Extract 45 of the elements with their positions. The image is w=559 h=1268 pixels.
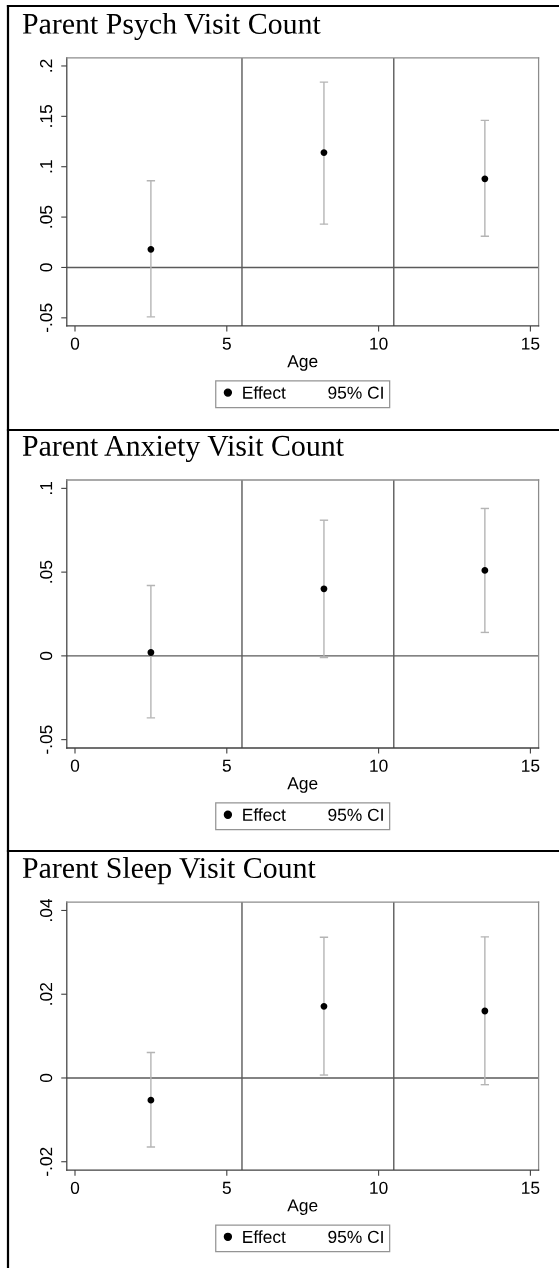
x-tick-label: 10 — [370, 759, 388, 772]
y-tick-label: -.02 — [39, 1147, 53, 1176]
text: 95% CI — [328, 808, 383, 821]
point — [481, 175, 489, 183]
y-tick-label: .15 — [40, 105, 53, 127]
y-tick-label: .02 — [39, 983, 53, 1005]
point — [147, 1096, 155, 1104]
legend-label: Effect — [243, 1230, 286, 1244]
x-axis-title: Age — [287, 1199, 318, 1215]
y-tick-label: .1 — [40, 481, 53, 495]
point — [147, 649, 155, 656]
x-tick-label: 15 — [522, 759, 540, 772]
point — [320, 1002, 328, 1010]
y-tick-label: 0 — [39, 263, 53, 272]
y-tick-label: .05 — [39, 560, 53, 583]
point — [320, 149, 328, 157]
y-tick-label: 0 — [39, 1073, 53, 1083]
chart-title: Parent Anxiety Visit Count — [22, 435, 344, 463]
y-tick-label: .2 — [39, 59, 53, 72]
x-tick-label: 5 — [222, 1181, 231, 1194]
x-axis-title: Age — [287, 355, 318, 371]
x-tick-label: 5 — [222, 759, 231, 772]
chart-title: Parent Psych Visit Count — [22, 12, 321, 41]
y-tick-label: 0 — [39, 651, 53, 661]
x-axis-title: Age — [287, 777, 318, 793]
x-tick-label: 15 — [522, 337, 540, 350]
x-tick-label: 10 — [370, 337, 388, 350]
y-tick-label: -.05 — [39, 303, 53, 333]
legend-label: Effect — [243, 808, 286, 821]
x-tick-label: 10 — [370, 1181, 388, 1194]
chart-title: Parent Sleep Visit Count — [22, 857, 316, 885]
y-tick-label: .1 — [40, 160, 53, 173]
y-tick-label: .05 — [39, 205, 53, 228]
y-tick-label: -.05 — [39, 725, 53, 754]
x-tick-label: 0 — [70, 1181, 80, 1194]
legend-label: Effect — [243, 386, 286, 399]
text: 95% CI — [328, 1230, 383, 1244]
y-tick-label: .04 — [39, 898, 53, 921]
x-tick-label: 15 — [522, 1181, 540, 1194]
point — [147, 245, 155, 253]
text: 95% CI — [328, 386, 383, 399]
x-tick-label: 0 — [70, 759, 80, 772]
point — [481, 567, 489, 574]
x-tick-label: 5 — [222, 337, 231, 350]
x-tick-label: 0 — [70, 337, 80, 350]
